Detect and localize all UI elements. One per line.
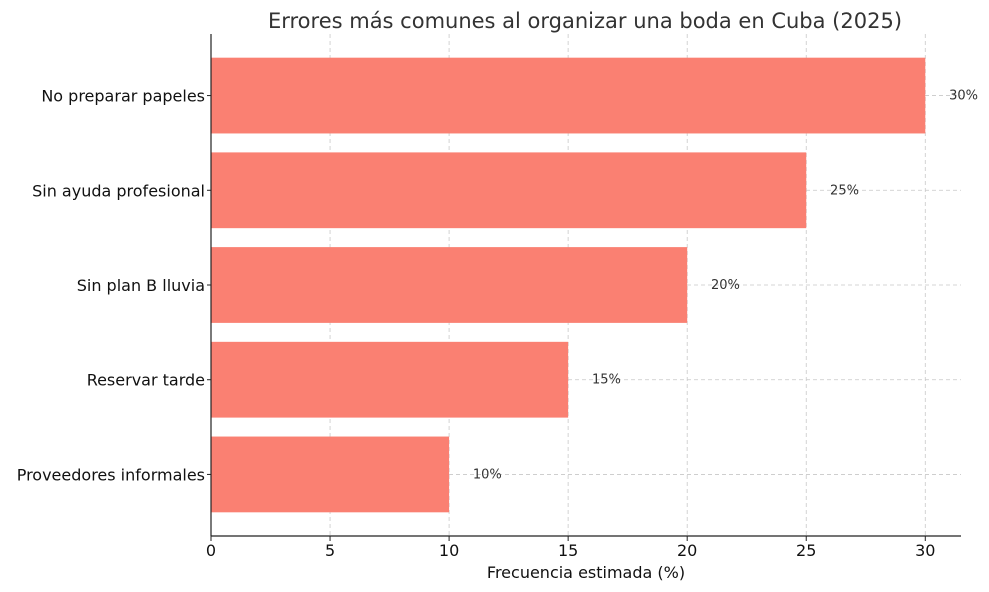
x-tick-label: 30 <box>915 541 935 560</box>
labels: No preparar papeles 30% Sin ayuda profesio… <box>17 87 978 560</box>
category-label: No preparar papeles <box>41 87 205 106</box>
x-tick-label: 15 <box>558 541 578 560</box>
bars <box>211 57 926 513</box>
category-label: Sin ayuda profesional <box>32 181 205 200</box>
data-label: 10% <box>473 467 502 482</box>
x-axis-title: Frecuencia estimada (%) <box>487 563 685 582</box>
x-tick-label: 10 <box>439 541 459 560</box>
chart-title: Errores más comunes al organizar una bod… <box>268 9 902 33</box>
x-tick-label: 0 <box>206 541 216 560</box>
x-tick-label: 5 <box>325 541 335 560</box>
bar <box>211 152 807 229</box>
bar <box>211 436 450 513</box>
x-tick-label: 20 <box>677 541 697 560</box>
bar <box>211 247 688 323</box>
bar <box>211 341 569 418</box>
data-label: 15% <box>592 373 621 388</box>
data-label: 20% <box>711 278 740 293</box>
x-tick-label: 25 <box>796 541 816 560</box>
data-label: 25% <box>830 183 859 198</box>
bar <box>211 57 926 134</box>
category-label: Reservar tarde <box>87 371 205 390</box>
category-label: Sin plan B lluvia <box>77 276 205 295</box>
category-label: Proveedores informales <box>17 465 205 484</box>
data-label: 30% <box>949 89 978 104</box>
